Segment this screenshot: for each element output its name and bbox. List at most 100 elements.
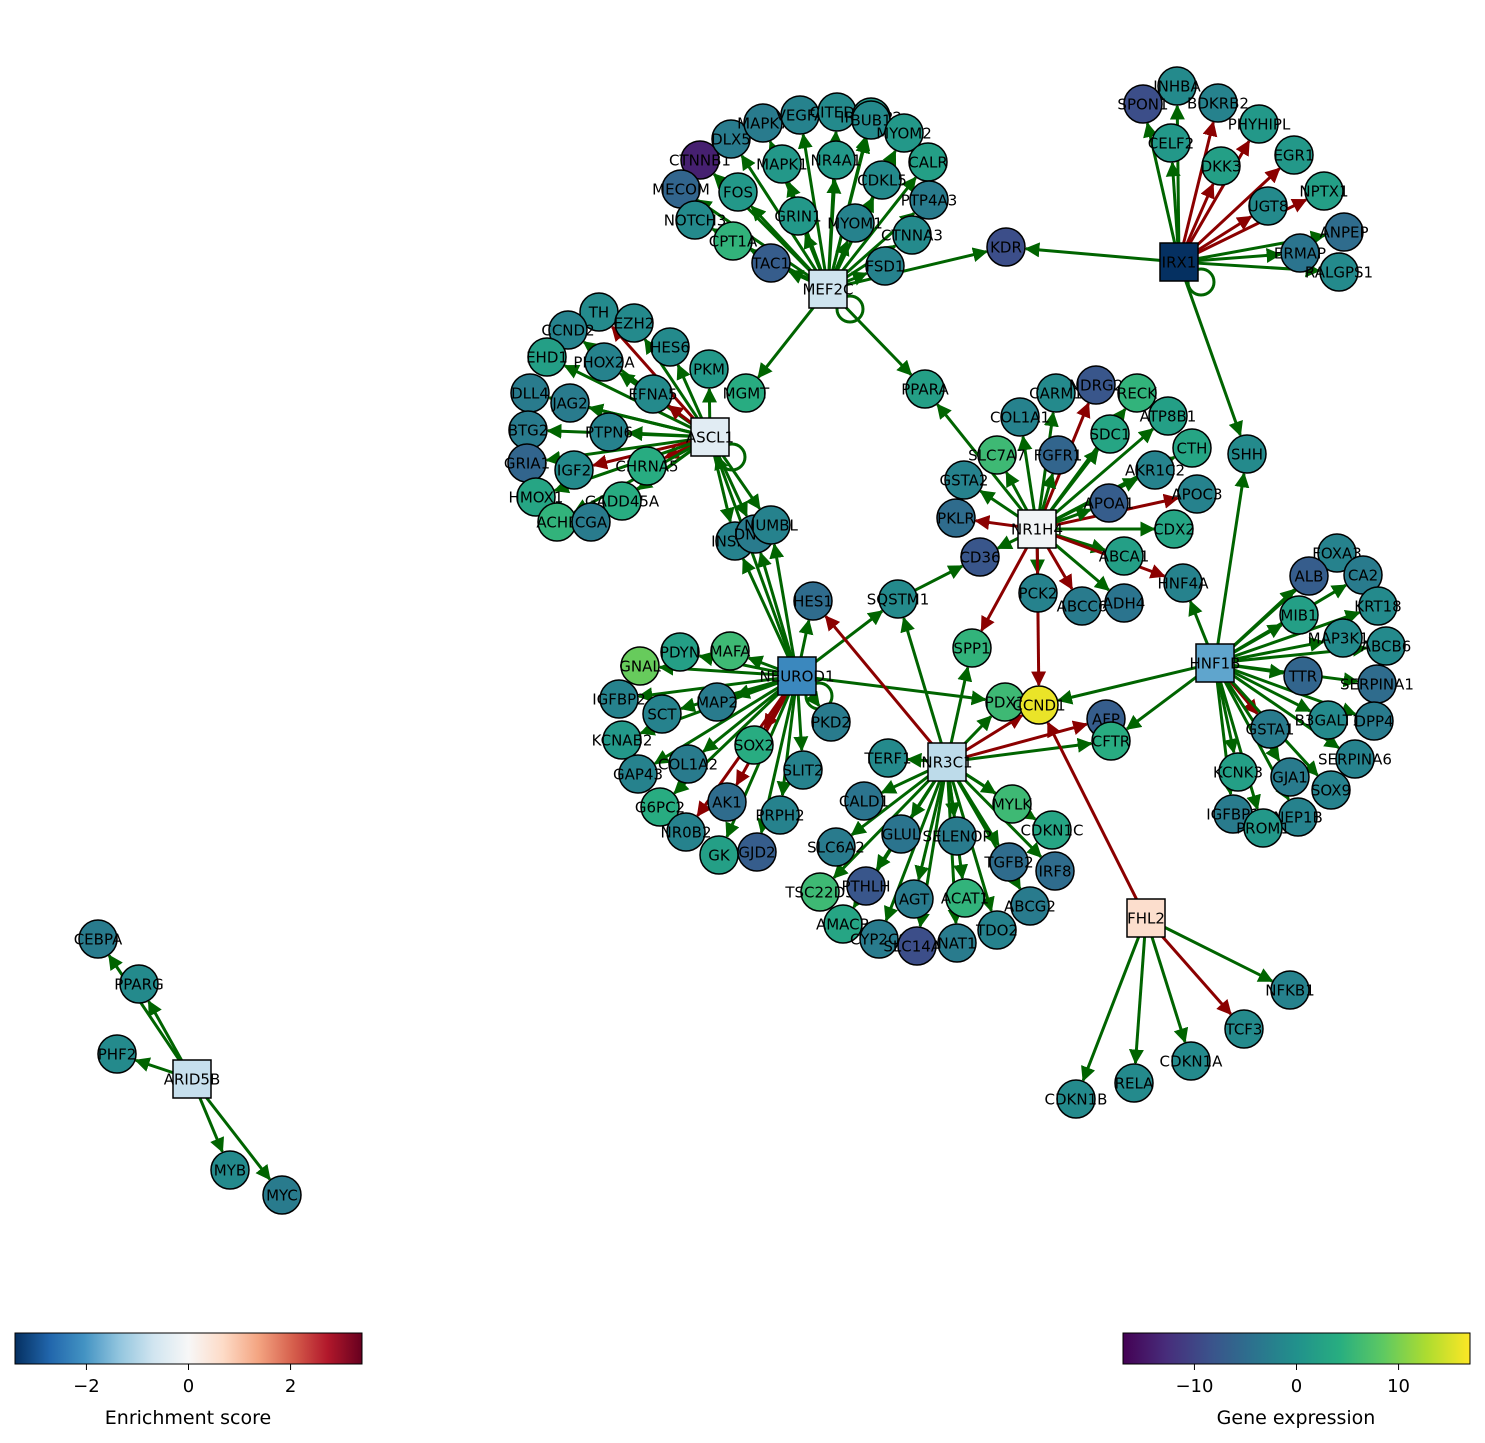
gene-circle	[1274, 135, 1314, 175]
gene-node-CALD1: CALD1	[839, 781, 889, 821]
gene-node-KDR: KDR	[986, 227, 1026, 267]
gene-circle	[1076, 365, 1116, 405]
node-label: HES1	[793, 593, 833, 611]
node-label: GLUL	[882, 826, 921, 844]
gene-circle	[884, 113, 924, 153]
gene-node-TH: TH	[579, 292, 619, 332]
gene-node-ABCG2: ABCG2	[1004, 886, 1056, 926]
gene-circle	[737, 832, 777, 872]
gene-node-MIB1: MIB1	[1279, 595, 1319, 635]
gene-node-APOA1: APOA1	[1084, 483, 1135, 523]
gene-circle	[1172, 428, 1212, 468]
gene-circle	[905, 369, 945, 409]
node-label: SHH	[1231, 446, 1263, 464]
gene-circle	[548, 310, 588, 350]
node-label: TGFB2	[983, 854, 1033, 872]
node-label: SCT	[647, 706, 677, 724]
gene-node-INHBA: INHBA	[1153, 66, 1201, 106]
gene-circle	[760, 795, 800, 835]
gene-circle	[1171, 1041, 1211, 1081]
gene-circle	[1270, 757, 1310, 797]
gene-node-SPON1: SPON1	[1117, 84, 1169, 124]
node-label: MYC	[266, 1187, 298, 1205]
gene-node-GSTA1: GSTA1	[1246, 709, 1294, 749]
edge-MEF2C-FOS	[750, 205, 817, 277]
gene-node-GLUL: GLUL	[881, 814, 921, 854]
gene-node-SOX2: SOX2	[734, 725, 774, 765]
expression-colorbar-ticks: −10 0 10	[1175, 1364, 1410, 1397]
node-label: MYOM2	[876, 125, 932, 143]
gene-node-MYC: MYC	[262, 1175, 302, 1215]
gene-circle	[811, 702, 851, 742]
node-label: AKR1C2	[1125, 462, 1185, 480]
edge-NR3C1-CFTR	[965, 737, 1093, 762]
regulator-node-ARID5B: ARID5B	[164, 1059, 220, 1099]
gene-circle	[762, 144, 802, 184]
gene-circle	[550, 383, 590, 423]
edge-HNF1B-MIB1	[1230, 623, 1283, 655]
gene-node-NOTCH3: NOTCH3	[664, 200, 726, 240]
gene-node-HES6: HES6	[650, 327, 690, 367]
edge-ARID5B-MYC	[202, 1093, 271, 1181]
node-label: CDKN1C	[1020, 822, 1083, 840]
gene-node-GNAL: GNAL	[619, 646, 661, 686]
node-label: DLL4	[511, 385, 549, 403]
gene-circle	[800, 872, 840, 912]
gene-node-CD36: CD36	[959, 537, 1001, 577]
gene-node-PKD2: PKD2	[811, 702, 851, 742]
node-label: CALR	[908, 154, 948, 172]
gene-circle	[1354, 701, 1394, 741]
edge-NEUROD1-PRPH2	[776, 694, 797, 797]
gene-circle	[711, 119, 751, 159]
gene-circle	[881, 814, 921, 854]
gene-circle	[1035, 851, 1075, 891]
node-label: EFNA5	[628, 386, 677, 404]
node-label: IGFBP2	[592, 691, 646, 709]
regulator-node-IRX1: IRX1	[1159, 242, 1199, 282]
edge-NEUROD1-MAFA	[747, 655, 780, 671]
node-label: TDO2	[975, 922, 1018, 940]
edge-NR3C1-TERF1	[906, 752, 929, 768]
gene-node-CGA: CGA	[571, 502, 611, 542]
edge-NEUROD1-COL1A2	[702, 686, 784, 753]
regulator-node-NR1H4: NR1H4	[1011, 509, 1063, 549]
node-label: NR1H4	[1011, 521, 1063, 539]
node-label: KDR	[990, 239, 1022, 257]
gene-circle	[1366, 626, 1406, 666]
gene-circle	[1117, 373, 1157, 413]
node-label: BUB1	[850, 112, 891, 130]
self-loop-ASCL1	[717, 442, 747, 472]
node-label: APOA1	[1084, 495, 1135, 513]
edge-NEUROD1-INSM1	[741, 557, 791, 660]
edge-IRX1-ERMAP	[1197, 248, 1282, 263]
gene-circle	[1104, 583, 1144, 623]
regulator-node-ASCL1: ASCL1	[686, 417, 734, 457]
edge-NR1H4-SLC7A7	[1005, 471, 1030, 513]
node-label: CEBPA	[74, 931, 123, 949]
node-label: MAFA	[710, 643, 751, 661]
node-label: PDYN	[660, 644, 700, 662]
gene-node-MYOM1: MYOM1	[827, 203, 883, 243]
gene-node-APOC3: APOC3	[1171, 474, 1223, 514]
regulator-square	[1126, 898, 1166, 938]
edge-NR1H4-CCND1	[1031, 547, 1047, 687]
node-label: PTPN6	[585, 424, 633, 442]
gene-circle	[713, 221, 753, 261]
edge-MEF2C-NR4A1	[826, 178, 842, 271]
gene-circle	[909, 180, 949, 220]
node-label: NUMBL	[744, 517, 798, 535]
edge-FHL2-CCND1	[1046, 721, 1139, 902]
gene-circle	[1089, 483, 1129, 523]
node-label: DPP4	[1354, 713, 1393, 731]
gene-node-BDKRB2: BDKRB2	[1187, 83, 1249, 123]
gene-node-B3GALT1: B3GALT1	[1295, 700, 1361, 740]
gene-node-COL1A1: COL1A1	[990, 397, 1050, 437]
self-loop-MEF2C	[835, 294, 865, 324]
edge-MEF2C-MYOM1	[833, 240, 850, 272]
gene-node-AKR1C2: AKR1C2	[1125, 450, 1185, 490]
node-label: PCK2	[1019, 585, 1058, 603]
regulator-node-HNF1B: HNF1B	[1190, 643, 1240, 683]
node-label: IRX1	[1162, 254, 1197, 272]
node-label: GJD2	[738, 844, 775, 862]
gene-node-NDRG2: NDRG2	[1069, 365, 1123, 405]
